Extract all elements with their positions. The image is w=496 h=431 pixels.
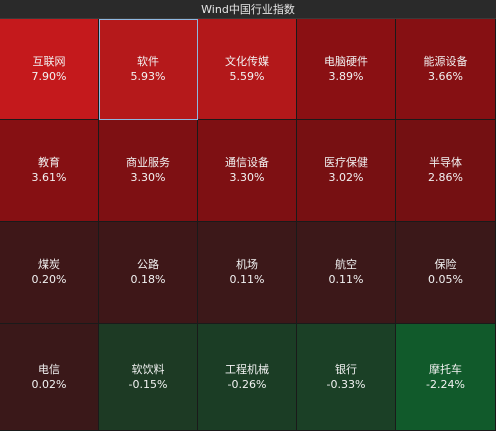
industry-change: 3.30% (130, 171, 166, 184)
industry-name: 航空 (335, 258, 357, 271)
industry-name: 银行 (335, 362, 357, 376)
industry-tile[interactable]: 摩托车 -2.24% (396, 324, 496, 431)
panel-title: Wind中国行业指数 (0, 0, 496, 19)
industry-tile[interactable]: 电信 0.02% (0, 324, 99, 431)
industry-name: 医疗保健 (324, 156, 368, 169)
industry-name: 软件 (137, 54, 159, 68)
industry-tile[interactable]: 航空 0.11% (297, 222, 396, 324)
industry-change: 0.20% (31, 273, 67, 286)
industry-name: 电信 (38, 362, 60, 376)
industry-tile[interactable]: 教育 3.61% (0, 120, 99, 222)
industry-name: 煤炭 (38, 258, 60, 271)
industry-name: 教育 (38, 156, 60, 169)
industry-change: 0.02% (31, 377, 67, 391)
industry-tile[interactable]: 软饮料 -0.15% (99, 324, 198, 431)
industry-change: 2.86% (428, 171, 463, 184)
industry-tile[interactable]: 工程机械 -0.26% (198, 324, 297, 431)
industry-name: 半导体 (429, 156, 462, 169)
industry-change: -2.24% (426, 377, 465, 391)
industry-name: 文化传媒 (225, 54, 269, 68)
industry-change: -0.26% (227, 377, 267, 391)
industry-change: 3.30% (229, 171, 265, 184)
industry-name: 保险 (434, 258, 457, 271)
industry-name: 能源设备 (423, 54, 468, 68)
industry-name: 摩托车 (429, 362, 462, 376)
industry-tile[interactable]: 电脑硬件 3.89% (297, 19, 396, 120)
industry-name: 工程机械 (225, 362, 269, 376)
industry-name: 机场 (236, 258, 258, 271)
industry-tile[interactable]: 煤炭 0.20% (0, 222, 99, 324)
industry-name: 公路 (137, 258, 159, 271)
industry-name: 互联网 (32, 54, 66, 68)
industry-change: 5.93% (130, 69, 166, 83)
industry-tile[interactable]: 文化传媒 5.59% (198, 19, 297, 120)
industry-tile[interactable]: 银行 -0.33% (297, 324, 396, 431)
industry-change: 0.18% (130, 273, 166, 286)
industry-tile[interactable]: 能源设备 3.66% (396, 19, 496, 120)
industry-name: 通信设备 (225, 156, 269, 169)
industry-name: 电脑硬件 (324, 54, 368, 68)
industry-tile[interactable]: 保险 0.05% (396, 222, 496, 324)
industry-change: 7.90% (31, 69, 67, 83)
industry-change: 0.11% (328, 273, 364, 286)
industry-change: 0.05% (428, 273, 463, 286)
industry-name: 软饮料 (131, 362, 165, 376)
industry-change: 5.59% (229, 69, 265, 83)
industry-tile[interactable]: 商业服务 3.30% (99, 120, 198, 222)
industry-tile[interactable]: 通信设备 3.30% (198, 120, 297, 222)
industry-tile[interactable]: 公路 0.18% (99, 222, 198, 324)
heatmap-grid: 互联网 7.90% 软件 5.93% 文化传媒 5.59% 电脑硬件 3.89% 能源设备 3.6… (0, 19, 496, 431)
industry-change: 3.89% (328, 69, 364, 83)
industry-change: 3.66% (428, 69, 463, 83)
industry-tile[interactable]: 软件 5.93% (99, 19, 198, 120)
industry-tile[interactable]: 半导体 2.86% (396, 120, 496, 222)
industry-change: -0.15% (128, 377, 168, 391)
industry-change: 3.02% (328, 171, 364, 184)
industry-tile[interactable]: 机场 0.11% (198, 222, 297, 324)
industry-change: -0.33% (326, 377, 366, 391)
industry-change: 3.61% (31, 171, 67, 184)
industry-tile[interactable]: 互联网 7.90% (0, 19, 99, 120)
industry-change: 0.11% (229, 273, 265, 286)
industry-tile[interactable]: 医疗保健 3.02% (297, 120, 396, 222)
industry-name: 商业服务 (126, 156, 170, 169)
